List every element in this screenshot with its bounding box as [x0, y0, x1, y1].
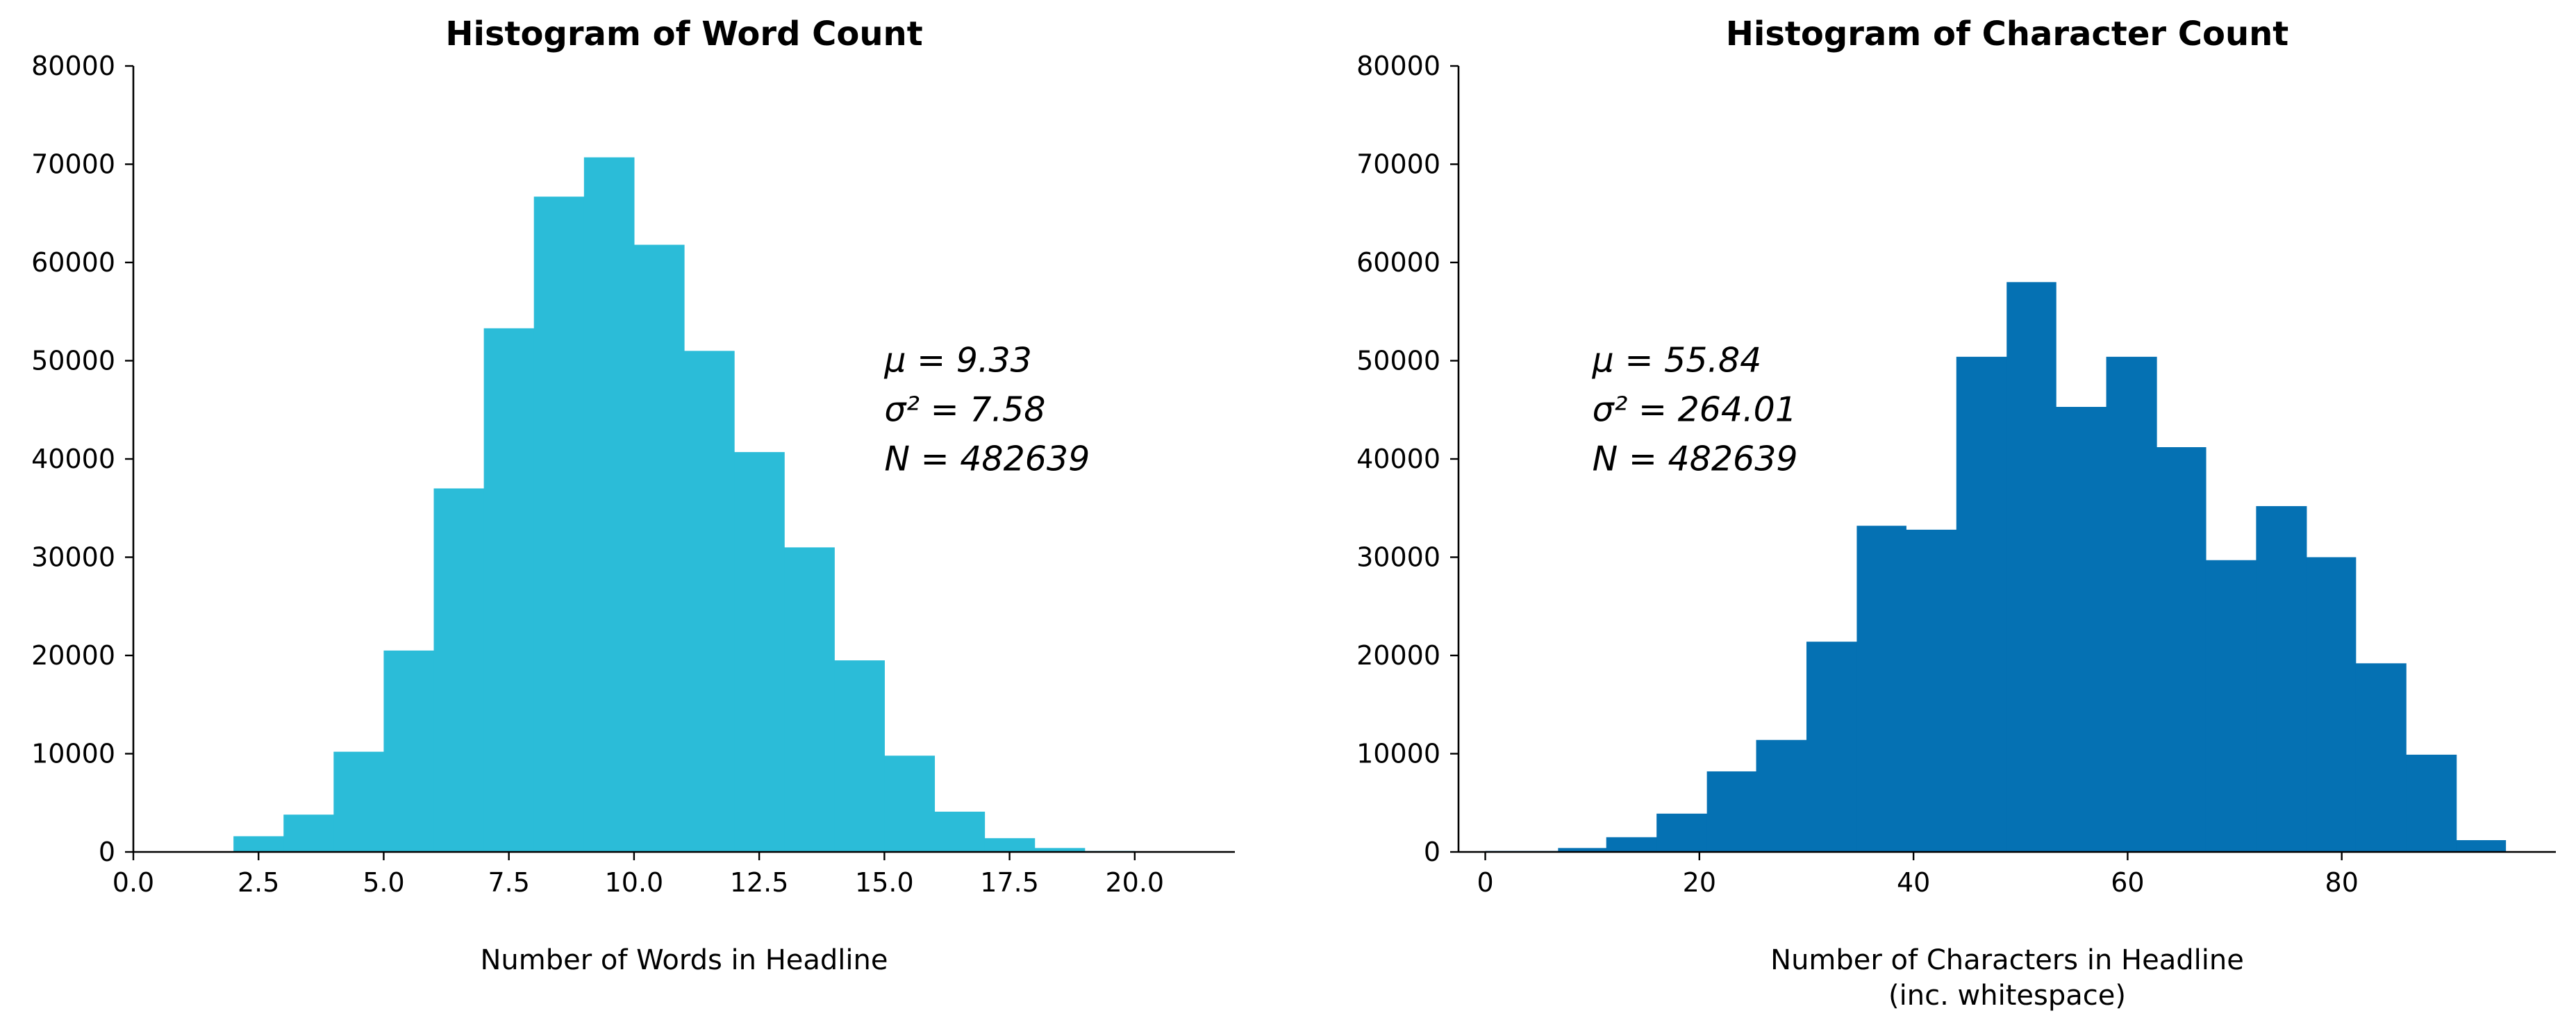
- word-histogram-bar: [433, 488, 485, 852]
- char-x-tick-label: 60: [2111, 867, 2144, 898]
- word-histogram-bar: [383, 650, 435, 852]
- word-x-tick-label: 5.0: [363, 867, 404, 898]
- char-x-axis-label-line2: (inc. whitespace): [1888, 980, 2126, 1012]
- word-chart-title: Histogram of Word Count: [445, 15, 922, 53]
- word-x-tick-label: 20.0: [1106, 867, 1165, 898]
- char-histogram-bar: [1806, 642, 1858, 852]
- character-count-histogram-panel: 0 10000 20000 30000 40000 50000 60000 70000 8000…: [1356, 15, 2556, 1012]
- word-histogram-bar: [283, 814, 334, 852]
- char-x-axis-label: Number of Characters in Headline: [1770, 944, 2244, 976]
- char-y-tick-label: 40000: [1356, 444, 1440, 474]
- char-y-tick-label: 50000: [1356, 346, 1440, 376]
- char-histogram-bar: [2306, 557, 2357, 852]
- char-y-tick-label: 30000: [1356, 542, 1440, 573]
- char-y-tick-label: 20000: [1356, 640, 1440, 671]
- char-histogram-bar: [1856, 526, 1906, 852]
- char-y-tick-label: 80000: [1356, 51, 1440, 81]
- word-x-tick-label: 10.0: [605, 867, 664, 898]
- word-y-tick-label: 50000: [31, 346, 115, 376]
- char-variance-annotation: σ² = 264.01: [1593, 390, 1797, 430]
- word-histogram-bar: [583, 157, 635, 853]
- char-y-tick-label: 10000: [1356, 739, 1440, 769]
- char-histogram-bar: [2006, 282, 2056, 852]
- char-mean-annotation: μ = 55.84: [1592, 341, 1762, 380]
- char-histogram-bar: [1756, 739, 1807, 852]
- word-x-tick-label: 0.0: [113, 867, 154, 898]
- word-mean-annotation: μ = 9.33: [883, 341, 1032, 380]
- word-histogram-bar: [633, 244, 685, 852]
- word-histogram-bar: [934, 811, 986, 852]
- word-x-axis-label: Number of Words in Headline: [481, 944, 888, 976]
- char-y-tick-label: 70000: [1356, 149, 1440, 180]
- word-histogram-bar: [884, 755, 936, 852]
- word-variance-annotation: σ² = 7.58: [884, 390, 1045, 430]
- char-y-tick-label: 0: [1424, 837, 1440, 867]
- char-x-tick-label: 0: [1477, 867, 1493, 898]
- char-chart-title: Histogram of Character Count: [1726, 15, 2289, 53]
- char-histogram-bar: [1956, 356, 2007, 852]
- char-histogram-bar: [1906, 529, 1957, 852]
- char-x-tick-label: 40: [1897, 867, 1930, 898]
- word-count-annotation: N = 482639: [884, 440, 1090, 479]
- word-y-tick-label: 0: [99, 837, 115, 867]
- word-x-tick-label: 15.0: [855, 867, 914, 898]
- word-x-tick-label: 2.5: [238, 867, 279, 898]
- char-histogram-bar: [1558, 848, 1607, 852]
- word-y-tick-label: 60000: [31, 247, 115, 278]
- char-histogram-bar: [2157, 447, 2207, 852]
- word-y-tick-label: 80000: [31, 51, 115, 81]
- char-histogram-bar: [1606, 837, 1657, 852]
- word-histogram-bar: [1034, 848, 1086, 852]
- char-histogram-bar: [2406, 754, 2457, 852]
- char-histogram-bar: [1656, 813, 1708, 852]
- word-histogram-bar: [483, 328, 535, 852]
- char-histogram-bar: [2106, 356, 2157, 852]
- char-x-tick-label: 20: [1683, 867, 1716, 898]
- word-x-tick-label: 17.5: [980, 867, 1039, 898]
- char-histogram-bar: [2256, 505, 2307, 852]
- word-histogram-bar: [984, 838, 1036, 852]
- word-x-tick-label: 7.5: [488, 867, 529, 898]
- word-y-tick-label: 70000: [31, 149, 115, 180]
- word-x-tick-label: 12.5: [730, 867, 789, 898]
- word-count-histogram-panel: 0 10000 20000 30000 40000 50000 60000 70000 8000…: [31, 15, 1235, 976]
- char-histogram-bar: [2205, 560, 2257, 852]
- char-histogram-bar: [2456, 840, 2507, 852]
- word-histogram-bar: [233, 836, 284, 852]
- word-y-tick-label: 30000: [31, 542, 115, 573]
- word-histogram-bar: [834, 660, 885, 852]
- char-y-tick-label: 60000: [1356, 247, 1440, 278]
- char-histogram-bar: [1706, 771, 1757, 852]
- char-histogram-bar: [2355, 663, 2407, 852]
- word-y-tick-label: 10000: [31, 739, 115, 769]
- word-histogram-bar: [533, 196, 585, 852]
- char-x-tick-label: 80: [2325, 867, 2359, 898]
- word-histogram-bar: [684, 351, 735, 853]
- word-histogram-bar: [333, 751, 385, 852]
- word-histogram-bar: [734, 452, 785, 852]
- char-count-annotation: N = 482639: [1593, 440, 1798, 479]
- char-histogram-bar: [2056, 407, 2107, 852]
- word-y-tick-label: 40000: [31, 444, 115, 474]
- word-histogram-bar: [784, 547, 835, 852]
- word-y-tick-label: 20000: [31, 640, 115, 671]
